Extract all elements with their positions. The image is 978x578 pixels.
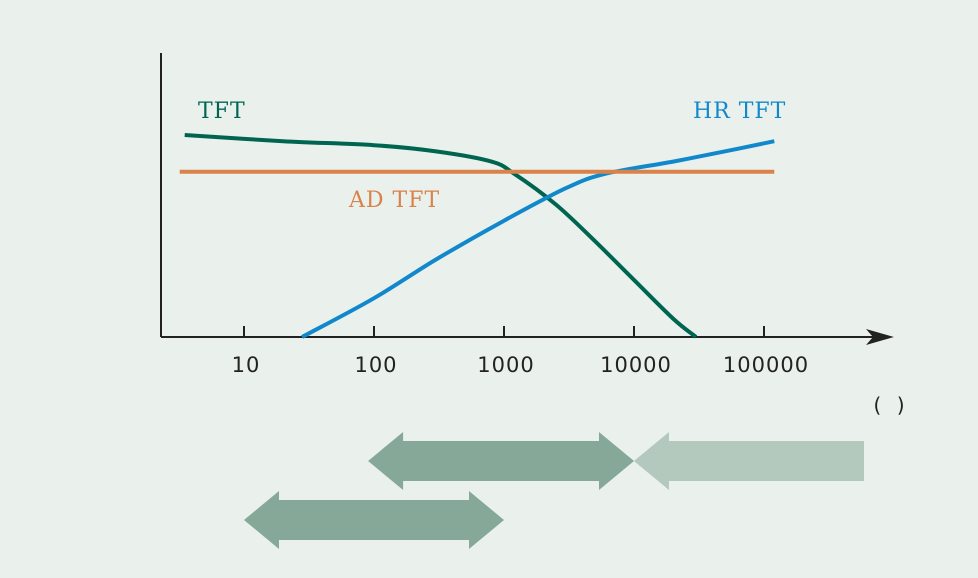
x-ticks: 10 100 1000 10000 100000 <box>232 326 809 377</box>
range-arrows <box>244 432 864 549</box>
x-tick-label: 10 <box>232 353 261 377</box>
x-tick-label: 1000 <box>477 353 534 377</box>
series-lines <box>179 133 775 339</box>
range-arrow-upper <box>368 432 634 490</box>
series-label-ad-tft: AD TFT <box>348 188 440 213</box>
series-label-tft: TFT <box>198 99 246 124</box>
range-arrow-lower <box>244 491 504 549</box>
x-axis-arrowhead <box>866 329 894 345</box>
x-unit-label: ( ) <box>871 393 907 417</box>
x-tick-label: 10000 <box>600 353 672 377</box>
series-line-tft <box>184 133 698 339</box>
series-label-hr-tft: HR TFT <box>693 99 786 124</box>
series-labels: TFT HR TFT AD TFT <box>198 99 786 213</box>
x-tick-label: 100000 <box>723 353 809 377</box>
range-arrow-right <box>634 432 864 490</box>
x-tick-label: 100 <box>354 353 397 377</box>
series-line-hr-tft <box>301 139 775 339</box>
